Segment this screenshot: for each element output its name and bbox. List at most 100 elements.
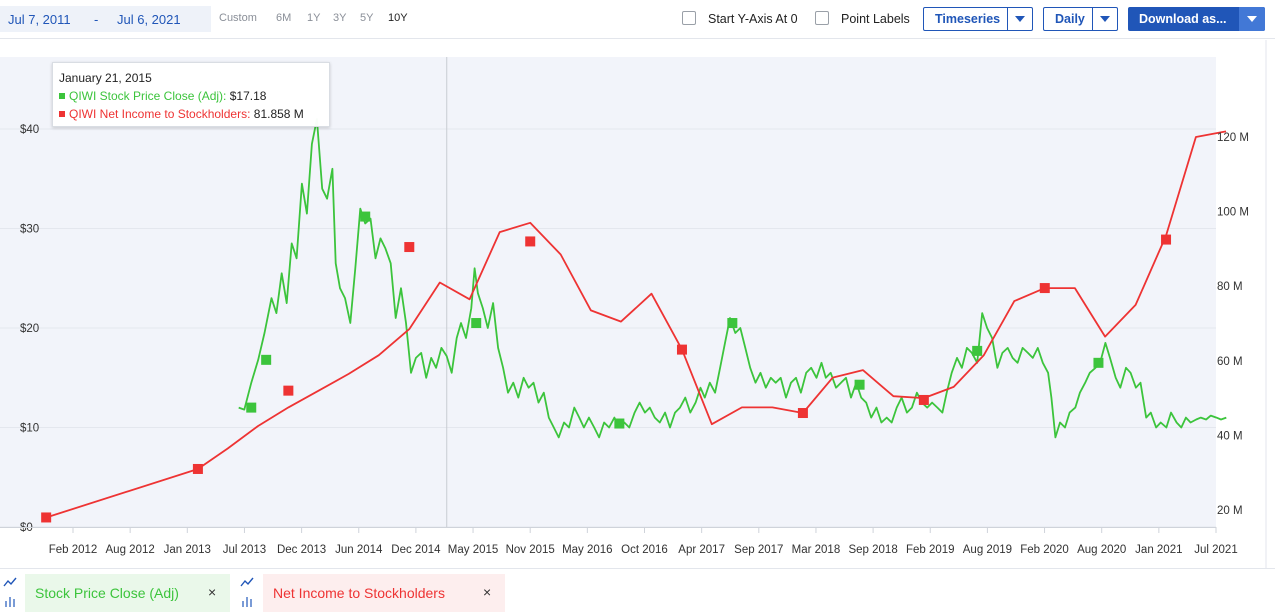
stock-price-marker	[360, 211, 371, 222]
bar-chart-icon[interactable]	[3, 594, 17, 608]
x-tick-label: Aug 2020	[1077, 544, 1126, 556]
tooltip-income-value: 81.858 M	[253, 107, 304, 121]
x-tick-label: Feb 2012	[49, 544, 98, 556]
y-right-tick-label: 80 M	[1217, 281, 1243, 293]
start-date-input[interactable]: Jul 7, 2011	[8, 12, 71, 27]
tooltip-income-label: QIWI Net Income to Stockholders	[69, 107, 248, 121]
red-square-icon	[59, 111, 65, 117]
x-tick-label: Aug 2019	[963, 544, 1012, 556]
tooltip-row-income: QIWI Net Income to Stockholders: 81.858 …	[59, 107, 304, 121]
net-income-marker	[41, 512, 52, 523]
net-income-marker	[1039, 283, 1050, 294]
net-income-marker	[918, 394, 929, 405]
bar-chart-icon[interactable]	[240, 594, 254, 608]
chart-type-value: Timeseries	[935, 12, 1001, 26]
legend-label-net-income: Net Income to Stockholders	[273, 585, 445, 601]
chart-type-select[interactable]: Timeseries	[923, 7, 1033, 31]
end-date-input[interactable]: Jul 6, 2021	[117, 12, 181, 27]
stock-price-marker	[854, 379, 865, 390]
x-tick-label: Sep 2018	[848, 544, 897, 556]
legend-chip-stock-price[interactable]: Stock Price Close (Adj) ×	[25, 574, 230, 612]
x-tick-label: Feb 2020	[1020, 544, 1069, 556]
net-income-marker	[525, 236, 536, 247]
y-right-tick-label: 100 M	[1217, 207, 1249, 219]
point-labels-label: Point Labels	[841, 12, 910, 26]
range-10y-button[interactable]: 10Y	[388, 12, 408, 24]
frequency-dropdown-toggle[interactable]	[1092, 8, 1117, 30]
y-right-tick-label: 40 M	[1217, 430, 1243, 442]
x-tick-label: Jul 2021	[1194, 544, 1237, 556]
y-left-tick-label: $30	[20, 224, 39, 236]
stock-price-marker	[261, 354, 272, 365]
legend-label-stock-price: Stock Price Close (Adj)	[35, 585, 179, 601]
x-tick-label: Sep 2017	[734, 544, 783, 556]
range-6m-button[interactable]: 6M	[276, 12, 292, 24]
x-tick-label: Apr 2017	[678, 544, 725, 556]
net-income-marker	[676, 344, 687, 355]
net-income-marker	[797, 408, 808, 419]
plot-background	[0, 57, 1216, 527]
series-layer	[41, 118, 1227, 523]
x-tick-label: Mar 2018	[792, 544, 841, 556]
stock-price-marker	[246, 402, 257, 413]
y-right-tick-label: 120 M	[1217, 132, 1249, 144]
green-square-icon	[59, 93, 65, 99]
start-y-axis-checkbox[interactable]	[682, 11, 696, 25]
line-chart-icon[interactable]	[240, 575, 254, 589]
x-tick-label: Feb 2019	[906, 544, 955, 556]
x-tick-label: Dec 2013	[277, 544, 326, 556]
net-income-marker	[404, 242, 415, 253]
start-y-axis-label: Start Y-Axis At 0	[708, 12, 798, 26]
range-3y-button[interactable]: 3Y	[333, 12, 347, 24]
stock-price-line	[238, 118, 1227, 439]
chevron-down-icon	[1247, 16, 1257, 22]
stock-price-marker	[972, 345, 983, 356]
range-1y-button[interactable]: 1Y	[307, 12, 321, 24]
chart-type-dropdown-toggle[interactable]	[1007, 8, 1032, 30]
line-chart-icon[interactable]	[3, 575, 17, 589]
x-tick-label: Nov 2015	[506, 544, 555, 556]
frequency-value: Daily	[1055, 12, 1085, 26]
download-dropdown-toggle[interactable]	[1239, 7, 1265, 31]
download-button[interactable]: Download as...	[1128, 7, 1265, 31]
stock-price-marker	[1093, 357, 1104, 368]
x-tick-label: Oct 2016	[621, 544, 668, 556]
x-tick-label: May 2016	[562, 544, 613, 556]
series-legend: Stock Price Close (Adj) × Net Income to …	[0, 568, 1275, 615]
net-income-marker	[283, 385, 294, 396]
date-range-picker[interactable]: Jul 7, 2011 - Jul 6, 2021	[0, 6, 211, 32]
range-custom-button[interactable]: Custom	[219, 12, 257, 24]
download-button-label: Download as...	[1139, 12, 1227, 26]
x-tick-label: Jun 2014	[335, 544, 383, 556]
chart-toolbar: Jul 7, 2011 - Jul 6, 2021 Custom 6M 1Y 3…	[0, 0, 1275, 39]
stock-price-marker	[471, 318, 482, 329]
stock-price-marker	[727, 318, 738, 329]
x-tick-label: Jan 2013	[164, 544, 211, 556]
tooltip-price-value: $17.18	[229, 89, 267, 103]
chevron-down-icon	[1015, 16, 1025, 22]
range-5y-button[interactable]: 5Y	[360, 12, 374, 24]
legend-chip-net-income[interactable]: Net Income to Stockholders ×	[263, 574, 505, 612]
chevron-down-icon	[1100, 16, 1110, 22]
net-income-marker	[192, 463, 203, 474]
y-left-tick-label: $20	[20, 323, 39, 335]
x-tick-label: May 2015	[448, 544, 499, 556]
tooltip-row-price: QIWI Stock Price Close (Adj): $17.18	[59, 89, 266, 103]
tooltip-date: January 21, 2015	[59, 71, 152, 85]
remove-stock-price-button[interactable]: ×	[208, 584, 217, 600]
x-tick-label: Jan 2021	[1135, 544, 1182, 556]
tooltip-price-label: QIWI Stock Price Close (Adj)	[69, 89, 224, 103]
frequency-select[interactable]: Daily	[1043, 7, 1118, 31]
y-right-tick-label: 60 M	[1217, 356, 1243, 368]
x-tick-label: Jul 2013	[223, 544, 266, 556]
stock-price-marker	[614, 418, 625, 429]
point-labels-checkbox[interactable]	[815, 11, 829, 25]
x-tick-label: Aug 2012	[106, 544, 155, 556]
hover-tooltip: January 21, 2015 QIWI Stock Price Close …	[52, 62, 330, 127]
remove-net-income-button[interactable]: ×	[483, 584, 492, 600]
net-income-marker	[1161, 234, 1172, 245]
y-right-tick-label: 20 M	[1217, 505, 1243, 517]
x-tick-label: Dec 2014	[391, 544, 441, 556]
